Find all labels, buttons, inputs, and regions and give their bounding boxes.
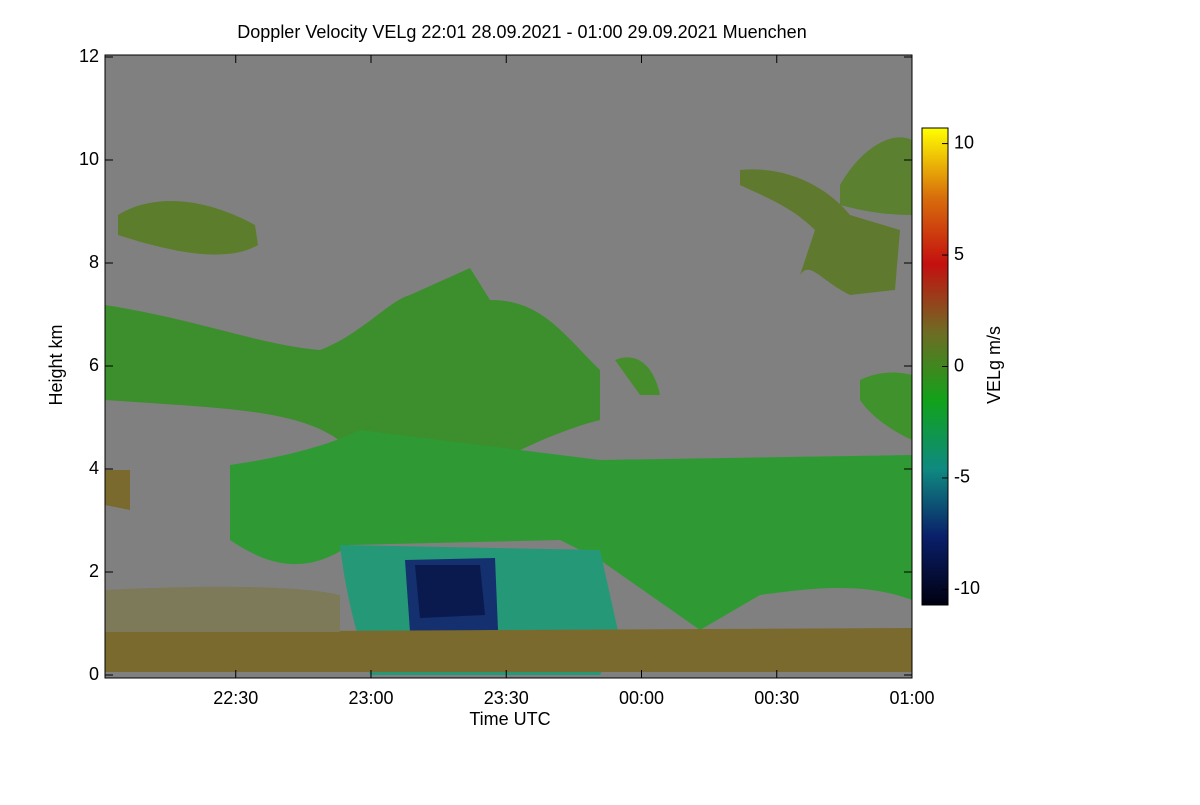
x-tick-label: 23:00 <box>348 688 393 708</box>
x-tick-label: 00:30 <box>754 688 799 708</box>
colorbar-tick-label: 10 <box>954 132 974 152</box>
colorbar-label: VELg m/s <box>984 326 1004 404</box>
chart-title: Doppler Velocity VELg 22:01 28.09.2021 -… <box>237 22 806 42</box>
velocity-field <box>105 137 912 675</box>
y-axis-label: Height km <box>46 324 66 405</box>
y-tick-label: 2 <box>89 561 99 581</box>
y-tick-label: 10 <box>79 149 99 169</box>
x-axis-label: Time UTC <box>469 709 550 729</box>
x-tick-label: 23:30 <box>484 688 529 708</box>
y-tick-label: 12 <box>79 46 99 66</box>
colorbar-tick-label: 0 <box>954 355 964 375</box>
y-tick-label: 4 <box>89 458 99 478</box>
y-tick-label: 0 <box>89 664 99 684</box>
y-tick-label: 6 <box>89 355 99 375</box>
colorbar-tick-label: -10 <box>954 578 980 598</box>
x-tick-label: 01:00 <box>889 688 934 708</box>
y-tick-label: 8 <box>89 252 99 272</box>
x-tick-label: 22:30 <box>213 688 258 708</box>
colorbar-tick-label: -5 <box>954 467 970 487</box>
colorbar-tick-label: 5 <box>954 244 964 264</box>
x-tick-label: 00:00 <box>619 688 664 708</box>
